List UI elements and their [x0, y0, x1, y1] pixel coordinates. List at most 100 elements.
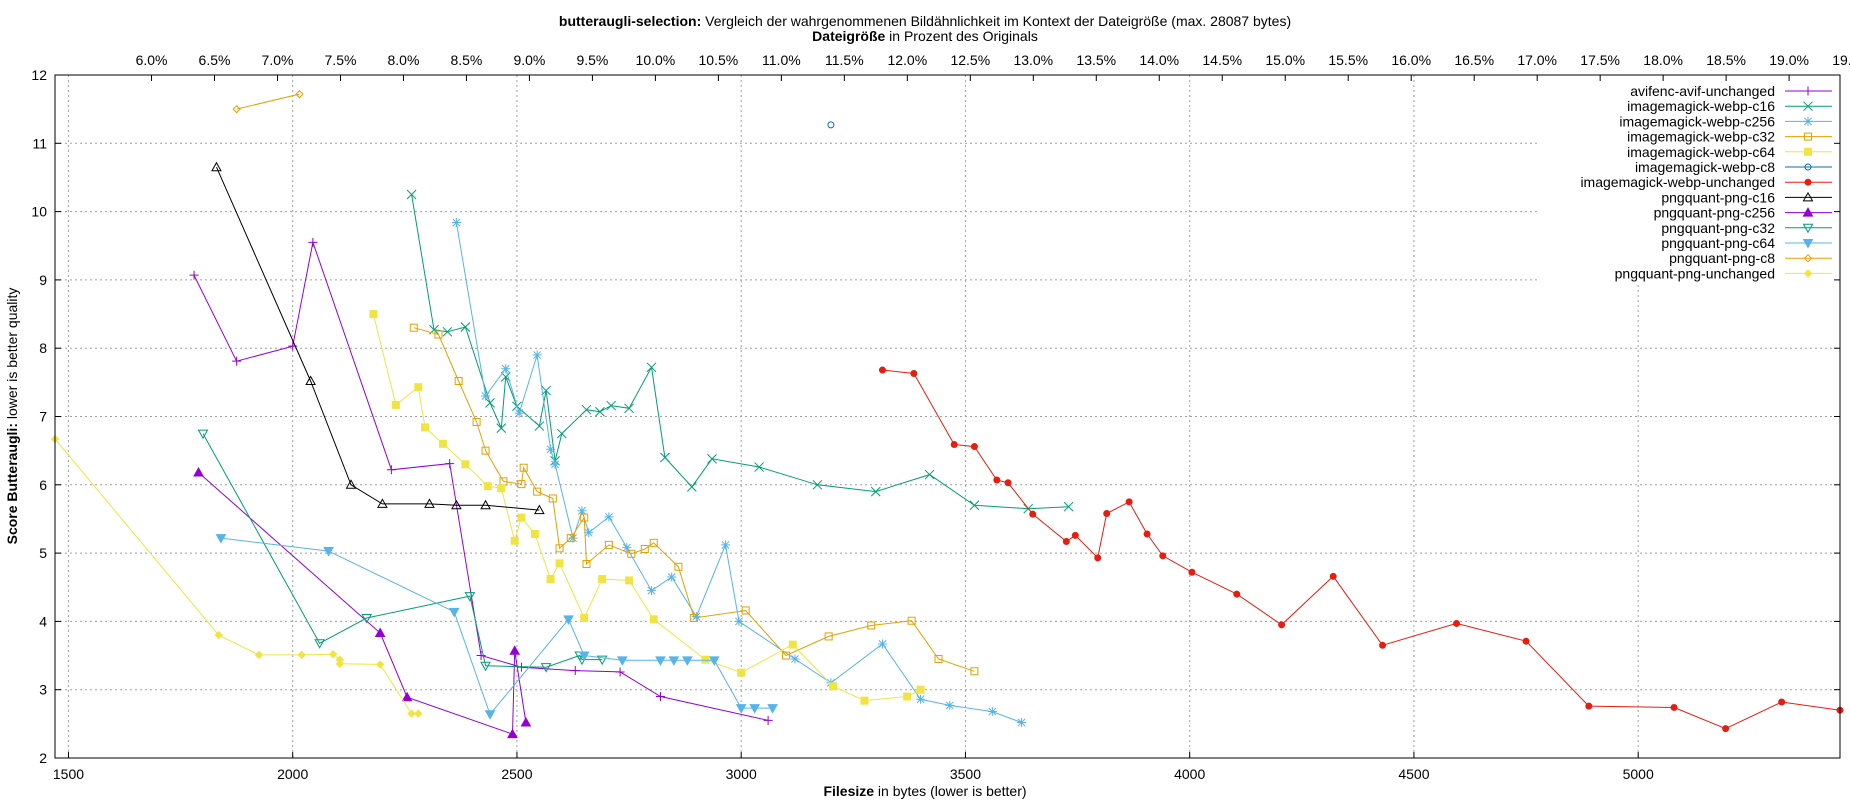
point-marker	[646, 586, 656, 596]
point-marker	[377, 498, 388, 508]
point-marker	[690, 613, 699, 622]
x-axis-title-rest: in bytes (lower is better)	[874, 783, 1027, 799]
point-marker	[555, 544, 564, 553]
series-line	[455, 222, 1022, 723]
point-marker	[1804, 147, 1812, 156]
point-marker	[483, 482, 492, 491]
x-tick-label: 1500	[53, 766, 84, 782]
point-marker	[540, 663, 552, 673]
point-marker	[1062, 537, 1070, 545]
point-marker	[305, 375, 316, 385]
series-imagemagick-webp-unchanged	[878, 366, 1844, 733]
x2-tick-label: 19.5%	[1832, 52, 1850, 68]
point-marker	[581, 404, 592, 415]
point-marker	[570, 666, 580, 676]
point-marker	[812, 479, 823, 490]
x2-tick-label: 17.5%	[1580, 52, 1620, 68]
point-marker	[945, 700, 955, 710]
chart-title: butteraugli-selection: Vergleich der wah…	[559, 13, 1291, 29]
point-marker	[451, 218, 461, 228]
x2-tick-label: 6.5%	[199, 52, 231, 68]
legend-label: avifenc-avif-unchanged	[1630, 83, 1775, 99]
point-marker	[391, 400, 400, 409]
point-marker	[1063, 501, 1074, 512]
point-marker	[598, 575, 607, 584]
x2-tick-label: 16.5%	[1454, 52, 1494, 68]
y-tick-label: 6	[39, 477, 47, 493]
point-marker	[563, 615, 574, 625]
legend-entry: imagemagick-webp-c64	[1627, 144, 1832, 160]
point-marker	[1802, 239, 1814, 249]
point-marker	[1453, 619, 1461, 627]
point-marker	[442, 326, 453, 337]
point-marker	[1278, 621, 1286, 629]
legend-entry: pngquant-png-c32	[1661, 220, 1832, 236]
series-pngquant-png-c8	[232, 89, 304, 114]
point-marker	[1804, 178, 1812, 186]
point-marker	[735, 704, 747, 714]
series-line	[198, 472, 527, 735]
point-marker	[878, 366, 886, 374]
x2-tick-label: 6.0%	[136, 52, 168, 68]
point-marker	[335, 659, 345, 668]
point-marker	[448, 607, 460, 618]
point-marker	[970, 667, 979, 676]
point-marker	[682, 656, 693, 666]
x-tick-label: 3500	[950, 766, 981, 782]
series-line	[54, 438, 419, 715]
point-marker	[1329, 572, 1337, 580]
point-marker	[970, 443, 978, 451]
point-marker	[916, 685, 925, 694]
point-marker	[374, 627, 386, 638]
point-marker	[870, 486, 881, 497]
point-marker	[737, 668, 746, 677]
point-marker	[328, 649, 338, 659]
point-marker	[517, 480, 526, 489]
point-marker	[445, 459, 455, 469]
y-tick-label: 4	[39, 613, 47, 629]
point-marker	[517, 513, 526, 522]
x2-tick-label: 8.0%	[387, 52, 419, 68]
legend-entry: imagemagick-webp-c256	[1619, 113, 1832, 129]
legend-entry: avifenc-avif-unchanged	[1630, 83, 1832, 99]
point-marker	[616, 656, 628, 666]
point-marker	[660, 452, 670, 463]
point-marker	[916, 694, 926, 704]
point-marker	[1103, 509, 1111, 517]
y-axis-title: Score Butteraugli: lower is better quali…	[4, 288, 20, 545]
point-marker	[649, 538, 658, 547]
point-marker	[532, 350, 542, 360]
point-marker	[232, 356, 242, 366]
point-marker	[193, 466, 204, 477]
point-marker	[580, 513, 589, 522]
legend-label: pngquant-png-c32	[1661, 220, 1775, 236]
point-marker	[476, 651, 486, 661]
point-marker	[566, 534, 575, 543]
x-tick-label: 2500	[501, 766, 532, 782]
series-line	[216, 166, 540, 511]
point-marker	[754, 462, 764, 472]
point-marker	[481, 446, 490, 455]
point-marker	[568, 533, 578, 543]
x2-tick-label: 12.0%	[887, 52, 927, 68]
legend-label: imagemagick-webp-c32	[1627, 129, 1775, 145]
x2-tick-label: 12.5%	[950, 52, 990, 68]
point-marker	[701, 655, 710, 664]
x2-tick-label: 17.0%	[1517, 52, 1557, 68]
legend: avifenc-avif-unchanged imagemagick-webp-c…	[1580, 83, 1832, 281]
point-marker	[782, 651, 791, 660]
point-marker	[1188, 568, 1196, 576]
point-marker	[649, 615, 658, 624]
x2-axis-title-bold: Dateigröße	[812, 28, 885, 44]
point-marker	[345, 479, 357, 489]
point-marker	[434, 330, 443, 339]
point-marker	[1803, 86, 1813, 96]
x2-tick-label: 8.5%	[450, 52, 482, 68]
point-marker	[749, 704, 761, 714]
y-tick-label: 3	[39, 682, 47, 698]
point-marker	[514, 408, 524, 418]
point-marker	[1125, 498, 1133, 506]
point-marker	[720, 540, 730, 550]
series-pngquant-png-unchanged	[50, 434, 423, 718]
point-marker	[580, 613, 589, 622]
